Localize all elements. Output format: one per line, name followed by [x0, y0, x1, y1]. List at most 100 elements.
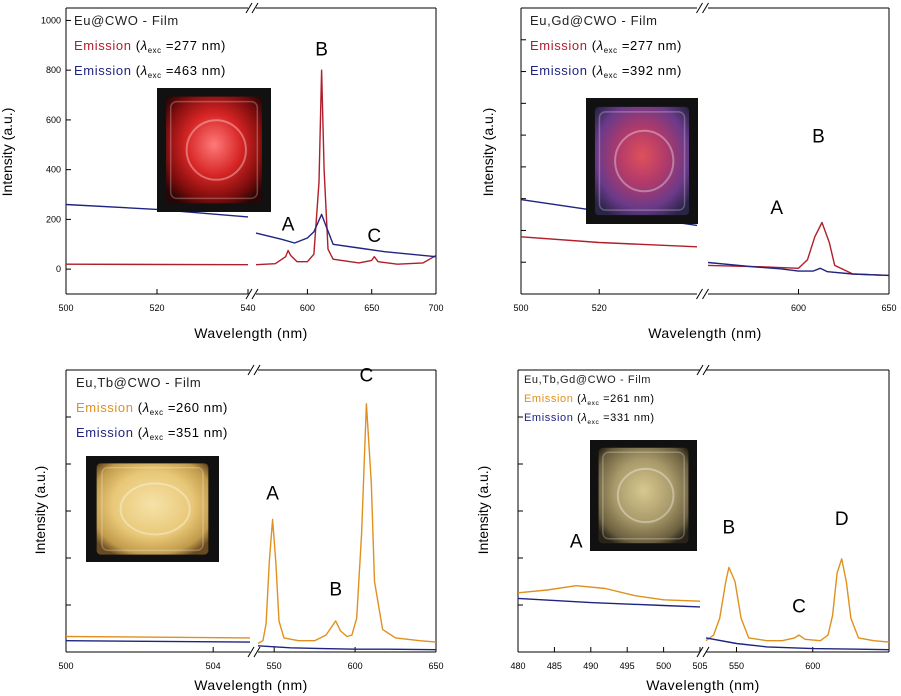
- legend-entry-2: Emission (λexc =331 nm): [524, 412, 655, 426]
- chart-panel-top-right: 500 520 600 650 Wavelength (nm) Intensity (a.…: [480, 2, 897, 341]
- sample-photo: [157, 88, 271, 212]
- legend-entry-2: Emission (λexc =351 nm): [76, 425, 228, 442]
- axis-break-mark: [702, 2, 709, 14]
- sample-photo: [586, 98, 698, 224]
- axis-break-mark: [247, 646, 255, 658]
- legend-entry-2: Emission (λexc =463 nm): [74, 63, 226, 80]
- x-tick-label: 650: [364, 303, 379, 313]
- series-line-1: [517, 585, 701, 602]
- x-tick-label: 600: [805, 661, 820, 671]
- legend-title: Eu,Gd@CWO - Film: [530, 13, 658, 28]
- x-tick-label: 550: [267, 661, 282, 671]
- x-tick-label: 600: [348, 661, 363, 671]
- x-tick-label: 500: [513, 303, 528, 313]
- peak-label-A: A: [266, 484, 279, 505]
- x-tick-label: 600: [300, 303, 315, 313]
- x-tick-label: 550: [729, 661, 744, 671]
- x-tick-label: 485: [547, 661, 562, 671]
- x-tick-label: 500: [58, 661, 73, 671]
- axis-break-mark: [251, 2, 259, 14]
- axis-break-mark: [245, 2, 253, 14]
- peak-label-A: A: [770, 198, 783, 219]
- chart-panel-bottom-left: 500 504 550 600 650 Wavelength (nm) Intensity …: [32, 364, 444, 693]
- legend-title: Eu,Tb@CWO - Film: [76, 375, 201, 390]
- x-tick-label: 650: [881, 303, 896, 313]
- series-line-1: [65, 263, 249, 266]
- axis-break-mark: [696, 364, 704, 376]
- series-line-1: [255, 69, 437, 266]
- series-line-2: [255, 213, 437, 258]
- peak-label-C: C: [360, 365, 374, 386]
- axis-break-mark: [696, 2, 703, 14]
- y-axis-label: Intensity (a.u.): [480, 108, 496, 197]
- series-line-2: [517, 597, 701, 608]
- legend-title: Eu,Tb,Gd@CWO - Film: [524, 374, 651, 386]
- y-axis-label: Intensity (a.u.): [475, 466, 491, 555]
- peak-label-B: B: [812, 126, 825, 147]
- axis-break-mark: [251, 288, 259, 300]
- legend-series-name: Emission: [524, 412, 573, 424]
- axis-break-mark: [253, 646, 261, 658]
- legend-series-name: Emission: [530, 38, 588, 53]
- chart-panel-top-left: 0 200 400 600 800 1000 500 520 540 600 650 700 Wavel…: [0, 2, 444, 341]
- x-tick-label: 650: [428, 661, 443, 671]
- y-axis-label: Intensity (a.u.): [32, 466, 48, 555]
- legend-series-name: Emission: [524, 393, 573, 405]
- y-tick-label: 400: [46, 165, 61, 175]
- x-tick-label: 600: [791, 303, 806, 313]
- legend-series-name: Emission: [74, 38, 132, 53]
- peak-label-A: A: [282, 215, 295, 236]
- series-line-2: [707, 261, 890, 277]
- peak-label-D: D: [835, 509, 849, 530]
- axis-break-mark: [247, 364, 255, 376]
- series-line-1: [705, 558, 890, 643]
- x-tick-label: 700: [428, 303, 443, 313]
- axis-break-mark: [696, 288, 703, 300]
- y-tick-label: 800: [46, 65, 61, 75]
- legend-entry-1: Emission (λexc =261 nm): [524, 393, 655, 407]
- y-tick-label: 1000: [41, 15, 61, 25]
- legend-series-name: Emission: [530, 63, 588, 78]
- y-axis-label: Intensity (a.u.): [0, 108, 15, 197]
- legend-entry-1: Emission (λexc =260 nm): [76, 400, 228, 417]
- legend-series-name: Emission: [76, 425, 134, 440]
- series-line-1: [520, 236, 698, 248]
- x-tick-label: 520: [592, 303, 607, 313]
- x-tick-label: 520: [149, 303, 164, 313]
- peak-label-C: C: [792, 597, 806, 618]
- chart-panel-bottom-right: 480 485 490 495 500 505 550 600 Wavelength (nm) I…: [475, 364, 890, 693]
- axis-break-mark: [253, 364, 261, 376]
- axis-break-mark: [245, 288, 253, 300]
- legend-series-name: Emission: [76, 400, 134, 415]
- x-tick-label: 500: [656, 661, 671, 671]
- x-tick-label: 480: [510, 661, 525, 671]
- series-line-1: [707, 221, 890, 277]
- sample-photo: [86, 456, 219, 562]
- series-line-1: [65, 635, 251, 639]
- axis-break-mark: [702, 288, 709, 300]
- peak-label-A: A: [570, 532, 583, 553]
- x-tick-label: 495: [620, 661, 635, 671]
- peak-label-B: B: [315, 39, 328, 60]
- x-tick-label: 490: [583, 661, 598, 671]
- y-tick-label: 0: [56, 264, 61, 274]
- x-tick-label: 540: [240, 303, 255, 313]
- series-line-2: [65, 640, 251, 643]
- axis-break-mark: [702, 646, 710, 658]
- x-tick-label: 500: [58, 303, 73, 313]
- x-axis-label: Wavelength (nm): [646, 677, 760, 693]
- legend-entry-2: Emission (λexc =392 nm): [530, 63, 682, 80]
- x-axis-label: Wavelength (nm): [648, 325, 762, 341]
- series-line-2: [705, 637, 890, 651]
- x-axis-label: Wavelength (nm): [194, 677, 308, 693]
- y-tick-label: 200: [46, 214, 61, 224]
- legend-entry-1: Emission (λexc =277 nm): [530, 38, 682, 55]
- peak-label-B: B: [329, 580, 342, 601]
- legend-title: Eu@CWO - Film: [74, 13, 179, 28]
- x-tick-label: 505: [692, 661, 707, 671]
- sample-photo: [590, 440, 697, 551]
- series-line-1: [257, 403, 437, 645]
- legend-series-name: Emission: [74, 63, 132, 78]
- y-tick-label: 600: [46, 115, 61, 125]
